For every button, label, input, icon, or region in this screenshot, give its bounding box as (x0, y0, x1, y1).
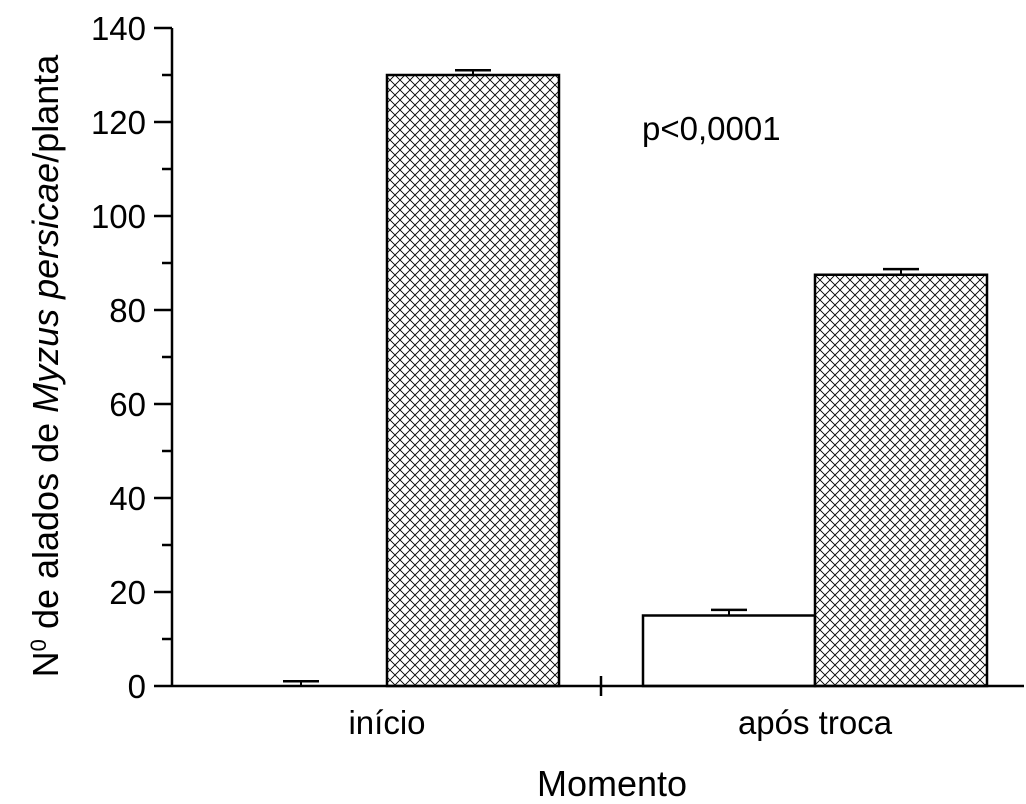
error-bars-group (283, 69, 919, 686)
bar-após-troca-series-2 (813, 273, 989, 688)
y-tick-label: 120 (91, 104, 146, 141)
y-axis-title-superscript: 0 (26, 639, 51, 651)
y-tick-label: 20 (109, 574, 146, 611)
y-axis-title-middle: de alados de (25, 413, 66, 639)
x-axis-title: Momento (537, 763, 687, 804)
y-tick-label: 60 (109, 386, 146, 423)
y-ticks-group: 0 20 40 60 80 100 120 140 (91, 10, 172, 705)
y-tick-label: 100 (91, 198, 146, 235)
x-ticks-group: início após troca (348, 676, 893, 741)
y-tick-label: 40 (109, 480, 146, 517)
y-axis-title: N0 de alados de Myzus persicae/planta (25, 54, 66, 678)
y-tick-label: 140 (91, 10, 146, 47)
bar-após-troca-series-1 (641, 614, 817, 688)
p-value-annotation: p<0,0001 (642, 110, 781, 147)
y-axis-title-suffix: /planta (25, 54, 66, 163)
bar-início-series-2 (385, 73, 561, 688)
y-tick-label: 80 (109, 292, 146, 329)
y-axis-title-prefix: N (25, 651, 66, 677)
x-category-label: após troca (738, 704, 893, 741)
y-axis-title-species: Myzus persicae (25, 163, 66, 413)
y-tick-label: 0 (128, 668, 146, 705)
bars-group (385, 73, 989, 688)
x-category-label: início (348, 704, 425, 741)
